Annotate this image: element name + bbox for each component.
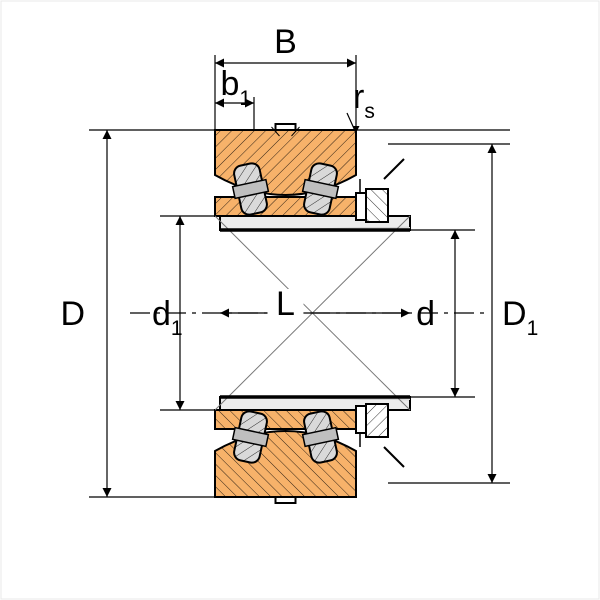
svg-text:D: D (60, 295, 85, 333)
svg-text:B: B (274, 23, 297, 61)
svg-text:d: d (416, 295, 435, 333)
svg-text:d1: d1 (152, 295, 183, 340)
label-D1: D1 (502, 295, 538, 340)
svg-text:L: L (276, 285, 295, 323)
svg-text:D1: D1 (502, 295, 538, 340)
label-d1: d1 (152, 295, 183, 340)
